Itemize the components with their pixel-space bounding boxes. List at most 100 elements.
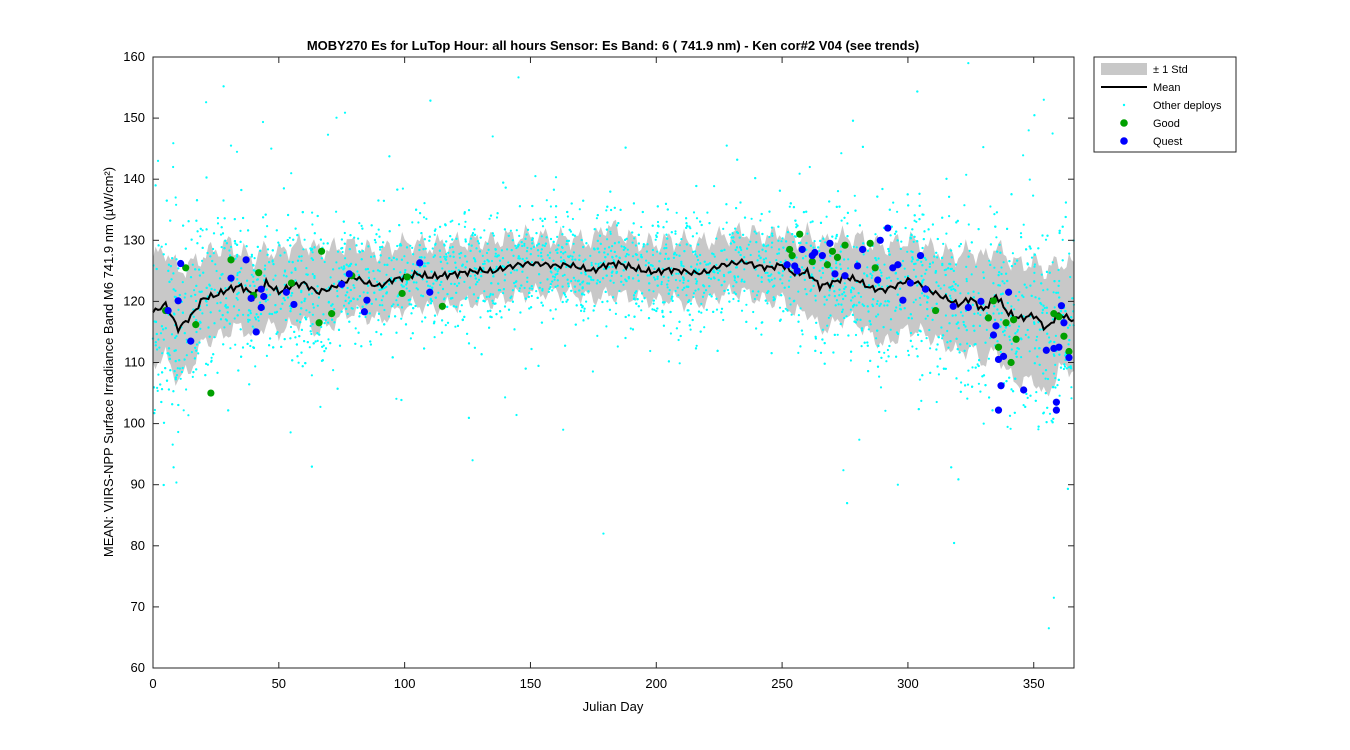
other-deploy-point — [635, 302, 638, 305]
other-deploy-point — [611, 245, 614, 248]
other-deploy-point — [982, 146, 985, 149]
other-deploy-point — [162, 253, 165, 256]
other-deploy-point — [941, 263, 944, 267]
y-tick-label: 60 — [131, 660, 145, 675]
other-deploy-point — [955, 377, 958, 380]
other-deploy-point — [846, 502, 849, 505]
other-deploy-point — [755, 241, 758, 244]
other-deploy-point — [216, 216, 219, 220]
other-deploy-point — [978, 359, 981, 362]
other-deploy-point — [632, 277, 635, 280]
other-deploy-point — [812, 266, 815, 269]
other-deploy-point — [1030, 294, 1033, 297]
other-deploy-point — [168, 280, 171, 283]
other-deploy-point — [1064, 310, 1067, 313]
other-deploy-point — [1059, 310, 1062, 313]
other-deploy-point — [198, 274, 201, 277]
other-deploy-point — [444, 324, 447, 327]
other-deploy-point — [945, 177, 948, 180]
other-deploy-point — [958, 351, 961, 354]
x-tick-label: 100 — [394, 676, 416, 691]
other-deploy-point — [887, 355, 890, 358]
other-deploy-point — [950, 267, 953, 270]
other-deploy-point — [405, 280, 408, 283]
other-deploy-point — [1000, 272, 1003, 276]
other-deploy-point — [242, 313, 245, 316]
other-deploy-point — [531, 242, 534, 245]
other-deploy-point — [429, 302, 433, 305]
other-deploy-point — [1038, 297, 1041, 300]
quest-point — [1065, 354, 1073, 362]
other-deploy-point — [819, 351, 823, 354]
other-deploy-point — [310, 465, 313, 468]
other-deploy-point — [162, 328, 165, 331]
other-deploy-point — [921, 213, 924, 216]
other-deploy-point — [610, 208, 613, 212]
other-deploy-point — [409, 337, 412, 340]
other-deploy-point — [247, 314, 250, 317]
other-deploy-point — [360, 224, 363, 227]
other-deploy-point — [906, 193, 909, 196]
other-deploy-point — [659, 252, 662, 255]
other-deploy-point — [549, 286, 552, 289]
other-deploy-point — [606, 253, 610, 256]
other-deploy-point — [887, 250, 891, 253]
other-deploy-point — [851, 119, 855, 122]
other-deploy-point — [646, 243, 649, 246]
other-deploy-point — [835, 262, 838, 265]
other-deploy-point — [300, 255, 303, 258]
other-deploy-point — [369, 340, 372, 343]
other-deploy-point — [346, 286, 349, 290]
other-deploy-point — [395, 258, 398, 261]
quest-point — [811, 248, 819, 257]
other-deploy-point — [351, 307, 354, 310]
other-deploy-point — [507, 234, 510, 237]
other-deploy-point — [485, 295, 488, 298]
other-deploy-point — [218, 309, 221, 312]
other-deploy-point — [835, 205, 838, 208]
other-deploy-point — [880, 271, 883, 274]
other-deploy-point — [950, 256, 953, 259]
other-deploy-point — [355, 244, 358, 247]
other-deploy-point — [881, 187, 884, 191]
other-deploy-point — [832, 351, 835, 354]
other-deploy-point — [685, 294, 688, 297]
other-deploy-point — [574, 279, 577, 282]
other-deploy-point — [922, 278, 925, 281]
quest-point — [174, 297, 182, 305]
other-deploy-point — [582, 260, 585, 263]
other-deploy-point — [361, 305, 364, 308]
other-deploy-point — [947, 346, 950, 349]
other-deploy-point — [537, 364, 540, 367]
other-deploy-point — [954, 263, 958, 266]
other-deploy-point — [970, 273, 973, 276]
other-deploy-point — [274, 304, 277, 307]
other-deploy-point — [854, 321, 858, 324]
other-deploy-point — [781, 237, 784, 240]
other-deploy-point — [415, 208, 418, 211]
other-deploy-point — [652, 302, 655, 305]
other-deploy-point — [705, 263, 708, 266]
other-deploy-point — [667, 257, 670, 260]
other-deploy-point — [732, 285, 735, 288]
other-deploy-point — [656, 277, 659, 280]
other-deploy-point — [855, 304, 858, 307]
other-deploy-point — [308, 346, 311, 349]
other-deploy-point — [288, 260, 291, 263]
other-deploy-point — [618, 289, 621, 293]
other-deploy-point — [248, 383, 251, 386]
other-deploy-point — [809, 221, 812, 224]
other-deploy-point — [461, 264, 464, 267]
other-deploy-point — [498, 259, 502, 262]
other-deploy-point — [1070, 386, 1073, 389]
other-deploy-point — [316, 214, 319, 218]
other-deploy-point — [939, 357, 942, 360]
other-deploy-point — [454, 325, 457, 328]
other-deploy-point — [929, 347, 932, 350]
other-deploy-point — [370, 255, 373, 258]
other-deploy-point — [839, 267, 843, 270]
other-deploy-point — [1011, 252, 1015, 255]
other-deploy-point — [183, 358, 186, 361]
other-deploy-point — [914, 275, 918, 278]
other-deploy-point — [1061, 225, 1064, 228]
